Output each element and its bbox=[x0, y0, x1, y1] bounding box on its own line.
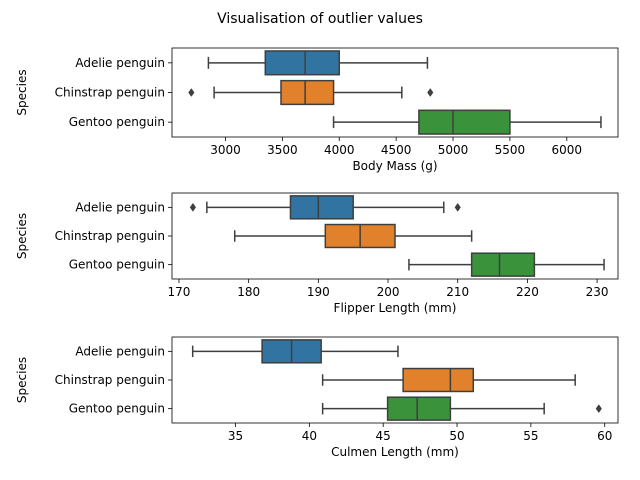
x-tick-label: 220 bbox=[516, 285, 539, 299]
x-tick-label: 170 bbox=[168, 285, 191, 299]
box-gentoo bbox=[408, 252, 605, 277]
x-tick-label: 190 bbox=[307, 285, 330, 299]
box-gentoo bbox=[321, 396, 602, 421]
y-tick-label: Chinstrap penguin bbox=[55, 229, 165, 243]
x-tick-label: 200 bbox=[377, 285, 400, 299]
x-axis-label: Flipper Length (mm) bbox=[334, 301, 457, 315]
box-adelie bbox=[189, 195, 461, 220]
outlier-point bbox=[595, 404, 602, 414]
y-axis-label: Species bbox=[15, 357, 29, 403]
x-axis-label: Body Mass (g) bbox=[352, 159, 437, 173]
x-tick-label: 180 bbox=[237, 285, 260, 299]
box-adelie bbox=[191, 339, 399, 364]
x-tick-label: 5000 bbox=[438, 143, 469, 157]
y-tick-label: Chinstrap penguin bbox=[55, 86, 165, 100]
x-tick-label: 230 bbox=[586, 285, 609, 299]
x-tick-label: 45 bbox=[376, 429, 391, 443]
box-chinstrap bbox=[233, 223, 473, 249]
outlier-point bbox=[427, 88, 434, 97]
y-tick-label: Adelie penguin bbox=[75, 344, 165, 358]
iqr-box bbox=[264, 50, 341, 76]
y-tick-label: Adelie penguin bbox=[75, 56, 165, 70]
box-adelie bbox=[207, 50, 429, 76]
y-tick-label: Gentoo penguin bbox=[69, 402, 165, 416]
y-tick-label: Gentoo penguin bbox=[69, 258, 165, 272]
box-gentoo bbox=[332, 109, 602, 135]
panel-3: 35 40 45 50 55 60 Adelie penguin Chinstrap peng… bbox=[15, 336, 619, 459]
outlier-point bbox=[188, 88, 195, 97]
x-tick-label: 3000 bbox=[210, 143, 241, 157]
x-tick-label: 4000 bbox=[324, 143, 355, 157]
x-tick-label: 40 bbox=[302, 429, 317, 443]
figure-title: Visualisation of outlier values bbox=[217, 11, 423, 27]
y-tick-label: Gentoo penguin bbox=[69, 115, 165, 129]
x-axis-label: Culmen Length (mm) bbox=[331, 445, 459, 459]
panels: 3000 3500 4000 4500 5000 5500 6000 Adelie pengu… bbox=[15, 47, 619, 459]
y-axis-label: Species bbox=[15, 213, 29, 259]
iqr-box bbox=[289, 195, 354, 220]
panel-2: 170 180 190 200 210 220 230 Adelie penguin Chins… bbox=[15, 192, 619, 315]
y-tick-label: Adelie penguin bbox=[75, 200, 165, 214]
x-tick-label: 210 bbox=[446, 285, 469, 299]
x-tick-label: 3500 bbox=[267, 143, 298, 157]
y-tick-label: Chinstrap penguin bbox=[55, 373, 165, 387]
iqr-box bbox=[418, 109, 511, 135]
iqr-box bbox=[402, 367, 475, 393]
iqr-box bbox=[280, 79, 335, 106]
x-tick-label: 50 bbox=[449, 429, 464, 443]
iqr-box bbox=[386, 396, 452, 421]
box-chinstrap bbox=[188, 79, 434, 106]
x-tick-label: 35 bbox=[228, 429, 243, 443]
x-tick-label: 4500 bbox=[381, 143, 412, 157]
outlier-point bbox=[454, 202, 461, 212]
x-tick-label: 55 bbox=[523, 429, 538, 443]
iqr-box bbox=[470, 252, 536, 277]
x-tick-label: 6000 bbox=[552, 143, 583, 157]
x-tick-label: 5500 bbox=[495, 143, 526, 157]
y-axis-label: Species bbox=[15, 69, 29, 115]
box-chinstrap bbox=[321, 367, 576, 393]
x-tick-label: 60 bbox=[597, 429, 612, 443]
panel-1: 3000 3500 4000 4500 5000 5500 6000 Adelie pengu… bbox=[15, 47, 619, 173]
outlier-point bbox=[189, 202, 197, 212]
